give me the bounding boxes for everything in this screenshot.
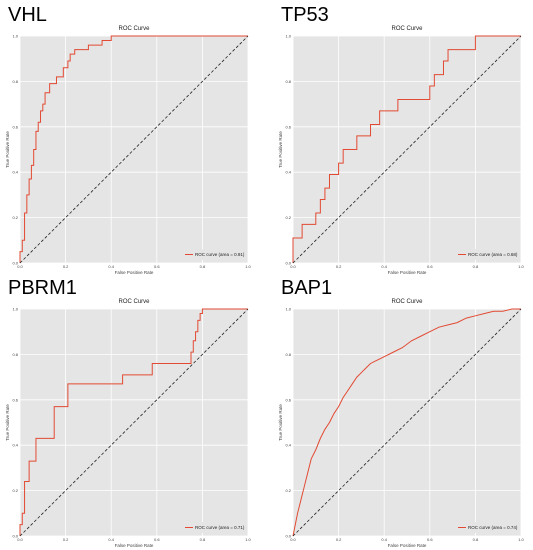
y-tick-label: 0.4 — [285, 170, 291, 175]
chance-diagonal-line — [292, 308, 522, 537]
x-tick-label: 0.4 — [381, 537, 387, 542]
x-tick-label: 1.0 — [518, 264, 524, 269]
y-tick-label: 0.4 — [12, 170, 18, 175]
x-tick-label: 1.0 — [518, 537, 524, 542]
y-tick-label: 0.2 — [285, 488, 291, 493]
x-tick-label: 1.0 — [245, 537, 251, 542]
roc-panel-1: TP53 ROC Curve 0.0 0.2 0.4 0.6 0.8 1.0 0.0 0.2 0.4… — [278, 4, 525, 275]
x-tick-label: 0.6 — [427, 537, 433, 542]
x-axis-label: False Positive Rate — [388, 270, 427, 275]
chance-diagonal-line — [292, 35, 522, 264]
x-tick-label: 0.0 — [290, 264, 296, 269]
panel-label: VHL — [8, 4, 47, 26]
roc-curve-line — [292, 308, 521, 537]
x-tick-label: 0.2 — [336, 537, 342, 542]
legend-box — [182, 522, 246, 533]
y-tick-label: 0.6 — [285, 124, 291, 129]
y-axis-label: True Positive Rate — [278, 131, 283, 168]
x-tick-label: 0.0 — [17, 264, 23, 269]
y-tick-label: 0.2 — [12, 488, 18, 493]
x-tick-label: 0.4 — [108, 537, 114, 542]
x-tick-label: 0.8 — [473, 264, 479, 269]
legend-box — [455, 522, 519, 533]
plot-title: ROC Curve — [118, 299, 150, 305]
y-axis-label: True Positive Rate — [5, 404, 10, 441]
x-axis-label: False Positive Rate — [388, 543, 427, 548]
roc-curve-line — [19, 35, 248, 263]
y-tick-label: 0.0 — [285, 534, 291, 539]
roc-curve-line — [19, 308, 248, 536]
y-tick-label: 0.6 — [285, 397, 291, 402]
y-tick-label: 1.0 — [285, 307, 291, 312]
chance-diagonal-line — [19, 308, 249, 537]
y-tick-label: 0.8 — [12, 79, 18, 84]
y-tick-label: 0.8 — [12, 352, 18, 357]
x-tick-label: 1.0 — [245, 264, 251, 269]
legend-box — [455, 249, 519, 260]
legend-entry: ROC curve (area = 0.74) — [468, 525, 518, 530]
legend-entry: ROC curve (area = 0.91) — [195, 252, 245, 257]
y-axis-label: True Positive Rate — [278, 404, 283, 441]
roc-panel-3: BAP1 ROC Curve 0.0 0.2 0.4 0.6 0.8 1.0 0.0 0.2 0.4… — [278, 277, 525, 548]
y-tick-label: 0.4 — [285, 443, 291, 448]
plot-title: ROC Curve — [391, 299, 423, 305]
legend-entry: ROC curve (area = 0.68) — [468, 252, 518, 257]
x-tick-label: 0.4 — [108, 264, 114, 269]
y-tick-label: 0.6 — [12, 124, 18, 129]
x-axis-label: False Positive Rate — [115, 270, 154, 275]
x-tick-label: 0.0 — [17, 537, 23, 542]
y-tick-label: 0.4 — [12, 443, 18, 448]
x-tick-label: 0.6 — [154, 264, 160, 269]
panel-label: BAP1 — [281, 277, 332, 299]
x-tick-label: 0.0 — [290, 537, 296, 542]
roc-panel-0: VHL ROC Curve 0.0 0.2 0.4 0.6 0.8 1.0 0.0 0.2 0.4 0… — [5, 4, 252, 275]
panel-label: PBRM1 — [8, 277, 77, 299]
y-tick-label: 0.2 — [12, 215, 18, 220]
x-tick-label: 0.8 — [200, 264, 206, 269]
x-tick-label: 0.2 — [336, 264, 342, 269]
roc-panel-2: PBRM1 ROC Curve 0.0 0.2 0.4 0.6 0.8 1.0 0.0 0.2 0.… — [5, 277, 252, 548]
x-tick-label: 0.2 — [63, 264, 69, 269]
plot-title: ROC Curve — [118, 26, 150, 32]
x-tick-label: 0.8 — [200, 537, 206, 542]
y-tick-label: 1.0 — [285, 34, 291, 39]
legend-entry: ROC curve (area = 0.71) — [195, 525, 245, 530]
x-axis-label: False Positive Rate — [115, 543, 154, 548]
legend-box — [182, 249, 246, 260]
y-tick-label: 0.0 — [12, 261, 18, 266]
y-tick-label: 0.0 — [285, 261, 291, 266]
y-tick-label: 0.8 — [285, 352, 291, 357]
panel-label: TP53 — [281, 4, 329, 26]
x-tick-label: 0.8 — [473, 537, 479, 542]
x-tick-label: 0.6 — [154, 537, 160, 542]
x-tick-label: 0.2 — [63, 537, 69, 542]
roc-curve-line — [292, 35, 521, 263]
y-tick-label: 0.0 — [12, 534, 18, 539]
chance-diagonal-line — [19, 35, 249, 264]
y-tick-label: 1.0 — [12, 307, 18, 312]
x-tick-label: 0.6 — [427, 264, 433, 269]
y-tick-label: 0.2 — [285, 215, 291, 220]
plot-title: ROC Curve — [391, 26, 423, 32]
y-tick-label: 0.8 — [285, 79, 291, 84]
x-tick-label: 0.4 — [381, 264, 387, 269]
y-tick-label: 1.0 — [12, 34, 18, 39]
y-tick-label: 0.6 — [12, 397, 18, 402]
y-axis-label: True Positive Rate — [5, 131, 10, 168]
